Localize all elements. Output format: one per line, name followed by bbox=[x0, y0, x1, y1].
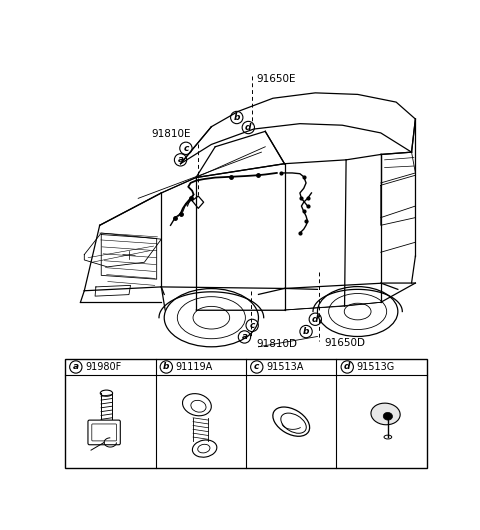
Text: b: b bbox=[303, 327, 309, 336]
Text: c: c bbox=[250, 321, 255, 330]
Text: 91980F: 91980F bbox=[85, 362, 121, 372]
Text: 91810E: 91810E bbox=[151, 129, 191, 139]
Text: 91650E: 91650E bbox=[256, 74, 296, 84]
Ellipse shape bbox=[371, 403, 400, 425]
Text: 91119A: 91119A bbox=[176, 362, 213, 372]
Text: a: a bbox=[241, 332, 248, 341]
Text: 91513G: 91513G bbox=[357, 362, 395, 372]
Text: a: a bbox=[73, 363, 79, 372]
Text: b: b bbox=[163, 363, 169, 372]
Text: 91513A: 91513A bbox=[266, 362, 303, 372]
Text: d: d bbox=[344, 363, 350, 372]
Text: c: c bbox=[183, 144, 189, 153]
Text: 91810D: 91810D bbox=[256, 339, 297, 349]
Text: d: d bbox=[245, 123, 252, 132]
Text: b: b bbox=[233, 113, 240, 122]
Text: a: a bbox=[178, 155, 184, 164]
Ellipse shape bbox=[383, 412, 393, 420]
Text: d: d bbox=[312, 315, 319, 324]
Text: c: c bbox=[254, 363, 260, 372]
Text: 91650D: 91650D bbox=[324, 338, 366, 348]
